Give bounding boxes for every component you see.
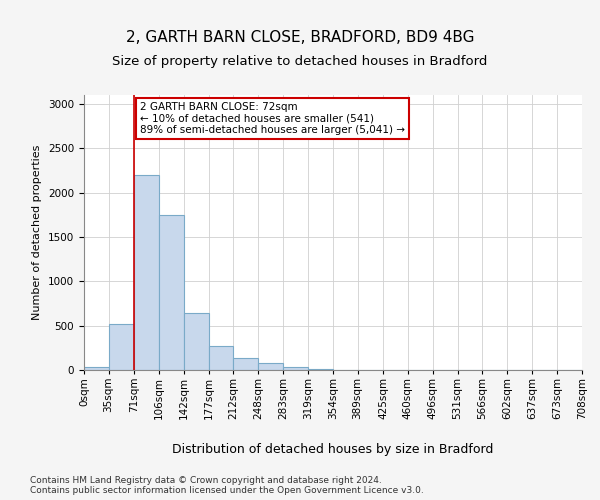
Bar bbox=[283, 367, 308, 370]
Bar bbox=[233, 358, 259, 370]
Text: 2, GARTH BARN CLOSE, BRADFORD, BD9 4BG: 2, GARTH BARN CLOSE, BRADFORD, BD9 4BG bbox=[126, 30, 474, 45]
Bar bbox=[184, 313, 209, 370]
Text: 2 GARTH BARN CLOSE: 72sqm
← 10% of detached houses are smaller (541)
89% of semi: 2 GARTH BARN CLOSE: 72sqm ← 10% of detac… bbox=[140, 102, 405, 136]
Bar bbox=[209, 346, 233, 370]
Bar bbox=[308, 368, 333, 370]
Text: Distribution of detached houses by size in Bradford: Distribution of detached houses by size … bbox=[172, 442, 494, 456]
Text: Size of property relative to detached houses in Bradford: Size of property relative to detached ho… bbox=[112, 55, 488, 68]
Bar bbox=[84, 368, 109, 370]
Bar bbox=[134, 175, 158, 370]
Bar bbox=[109, 324, 134, 370]
Bar bbox=[259, 364, 283, 370]
Bar bbox=[158, 215, 184, 370]
Y-axis label: Number of detached properties: Number of detached properties bbox=[32, 145, 43, 320]
Text: Contains HM Land Registry data © Crown copyright and database right 2024.
Contai: Contains HM Land Registry data © Crown c… bbox=[30, 476, 424, 495]
